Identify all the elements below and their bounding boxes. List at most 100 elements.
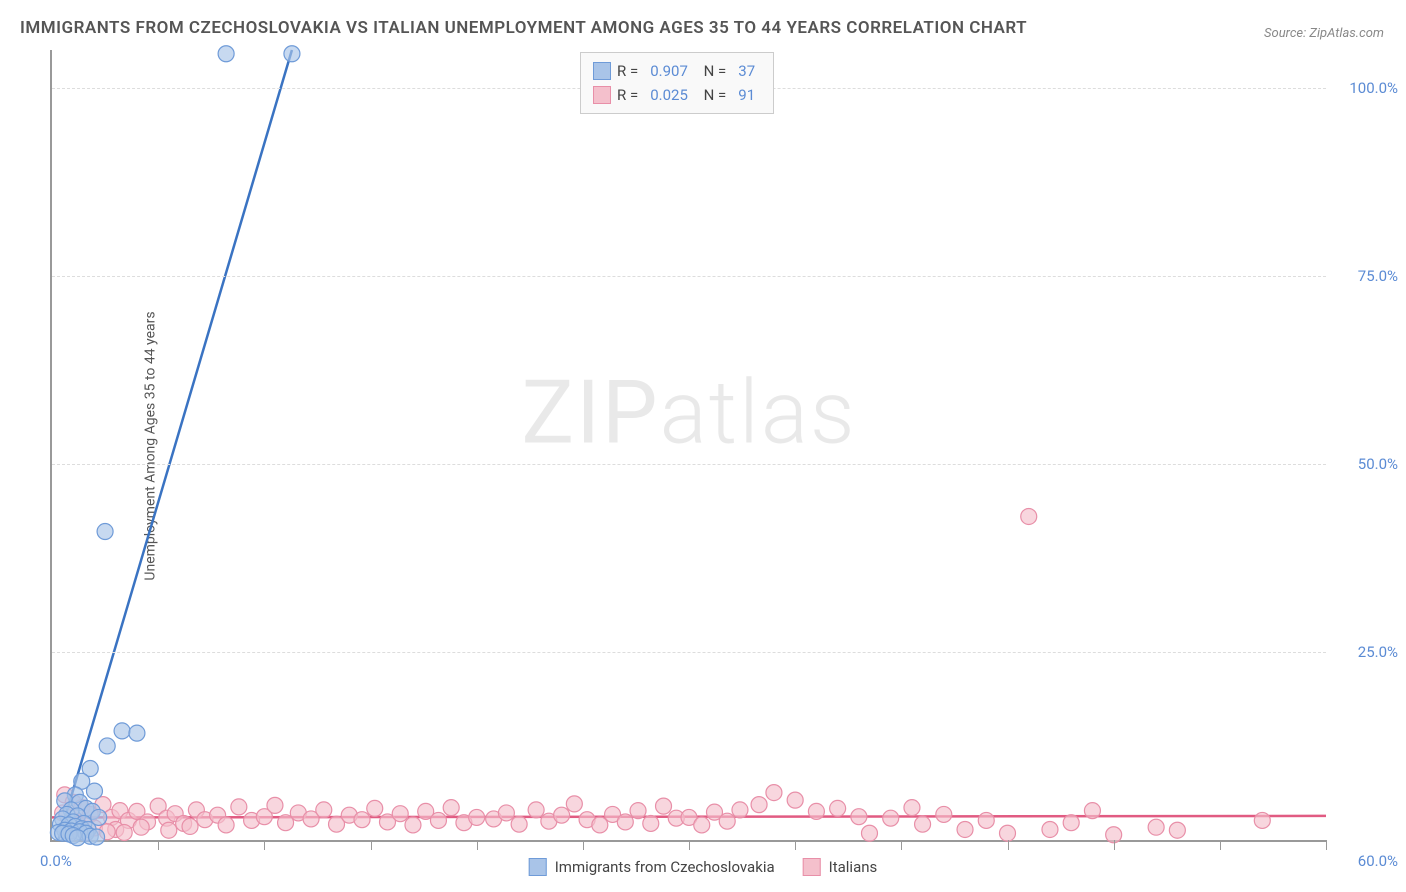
data-point bbox=[1084, 803, 1100, 819]
data-point bbox=[267, 797, 283, 813]
data-point bbox=[392, 806, 408, 822]
data-point bbox=[231, 799, 247, 815]
gridline bbox=[52, 276, 1326, 277]
legend-swatch-series-1 bbox=[803, 858, 821, 876]
data-point bbox=[97, 524, 113, 540]
data-point bbox=[766, 785, 782, 801]
data-point bbox=[69, 830, 85, 846]
chart-title: IMMIGRANTS FROM CZECHOSLOVAKIA VS ITALIA… bbox=[20, 18, 1027, 38]
scatter-plot bbox=[52, 50, 1326, 840]
n-label: N = bbox=[700, 83, 726, 107]
x-tick bbox=[795, 840, 796, 850]
data-point bbox=[554, 807, 570, 823]
data-point bbox=[1254, 812, 1270, 828]
data-point bbox=[498, 805, 514, 821]
gridline bbox=[52, 464, 1326, 465]
data-point bbox=[566, 796, 582, 812]
data-point bbox=[443, 800, 459, 816]
data-point bbox=[129, 725, 145, 741]
data-point bbox=[630, 803, 646, 819]
data-point bbox=[830, 800, 846, 816]
x-tick bbox=[264, 840, 265, 850]
data-point bbox=[469, 809, 485, 825]
r-value: 0.025 bbox=[650, 83, 688, 107]
data-point bbox=[719, 813, 735, 829]
data-point bbox=[751, 797, 767, 813]
data-point bbox=[218, 46, 234, 62]
series-legend: Immigrants from Czechoslovakia Italians bbox=[529, 858, 878, 876]
n-value: 91 bbox=[738, 83, 755, 107]
x-tick bbox=[1220, 840, 1221, 850]
y-tick-label: 100.0% bbox=[1349, 79, 1398, 97]
data-point bbox=[808, 803, 824, 819]
data-point bbox=[617, 814, 633, 830]
data-point bbox=[1021, 508, 1037, 524]
data-point bbox=[643, 815, 659, 831]
data-point bbox=[218, 817, 234, 833]
x-tick bbox=[901, 840, 902, 850]
data-point bbox=[957, 821, 973, 837]
n-label: N = bbox=[700, 59, 726, 83]
data-point bbox=[354, 812, 370, 828]
y-tick-label: 75.0% bbox=[1358, 267, 1398, 285]
data-point bbox=[511, 816, 527, 832]
data-point bbox=[936, 806, 952, 822]
x-tick bbox=[689, 840, 690, 850]
data-point bbox=[851, 809, 867, 825]
x-tick bbox=[1114, 840, 1115, 850]
legend-item: Italians bbox=[803, 858, 878, 876]
legend-swatch-series-0 bbox=[593, 62, 611, 80]
x-tick bbox=[158, 840, 159, 850]
data-point bbox=[694, 817, 710, 833]
data-point bbox=[116, 824, 132, 840]
data-point bbox=[405, 817, 421, 833]
data-point bbox=[656, 798, 672, 814]
data-point bbox=[904, 800, 920, 816]
r-value: 0.907 bbox=[650, 59, 688, 83]
x-tick bbox=[477, 840, 478, 850]
data-point bbox=[316, 802, 332, 818]
legend-swatch-series-1 bbox=[593, 86, 611, 104]
data-point bbox=[89, 829, 105, 845]
data-point bbox=[1042, 821, 1058, 837]
y-tick-label: 25.0% bbox=[1358, 643, 1398, 661]
x-origin-tick-label: 0.0% bbox=[40, 852, 72, 870]
legend-swatch-series-0 bbox=[529, 858, 547, 876]
n-value: 37 bbox=[738, 59, 755, 83]
r-label: R = bbox=[617, 59, 638, 83]
x-tick bbox=[1008, 840, 1009, 850]
data-point bbox=[86, 783, 102, 799]
data-point bbox=[883, 810, 899, 826]
data-point bbox=[284, 46, 300, 62]
data-point bbox=[182, 818, 198, 834]
data-point bbox=[1148, 819, 1164, 835]
x-tick bbox=[371, 840, 372, 850]
data-point bbox=[1169, 822, 1185, 838]
legend-row: R = 0.907 N = 37 bbox=[593, 59, 761, 83]
correlation-legend: R = 0.907 N = 37 R = 0.025 N = 91 bbox=[580, 52, 774, 114]
data-point bbox=[915, 816, 931, 832]
x-max-tick-label: 60.0% bbox=[1358, 852, 1398, 870]
data-point bbox=[133, 819, 149, 835]
data-point bbox=[367, 800, 383, 816]
legend-label: Italians bbox=[829, 858, 878, 876]
data-point bbox=[528, 802, 544, 818]
data-point bbox=[1063, 815, 1079, 831]
source-attribution: Source: ZipAtlas.com bbox=[1264, 26, 1384, 41]
legend-label: Immigrants from Czechoslovakia bbox=[555, 858, 775, 876]
data-point bbox=[978, 812, 994, 828]
r-label: R = bbox=[617, 83, 638, 107]
data-point bbox=[99, 738, 115, 754]
data-point bbox=[430, 812, 446, 828]
y-tick-label: 50.0% bbox=[1358, 455, 1398, 473]
legend-item: Immigrants from Czechoslovakia bbox=[529, 858, 775, 876]
data-point bbox=[861, 825, 877, 841]
data-point bbox=[114, 723, 130, 739]
x-tick bbox=[1326, 840, 1327, 850]
x-tick bbox=[583, 840, 584, 850]
data-point bbox=[161, 822, 177, 838]
data-point bbox=[732, 802, 748, 818]
plot-area: ZIPatlas 0.0% 60.0% 25.0%50.0%75.0%100.0… bbox=[50, 50, 1326, 842]
trend-line bbox=[58, 50, 292, 840]
data-point bbox=[787, 792, 803, 808]
